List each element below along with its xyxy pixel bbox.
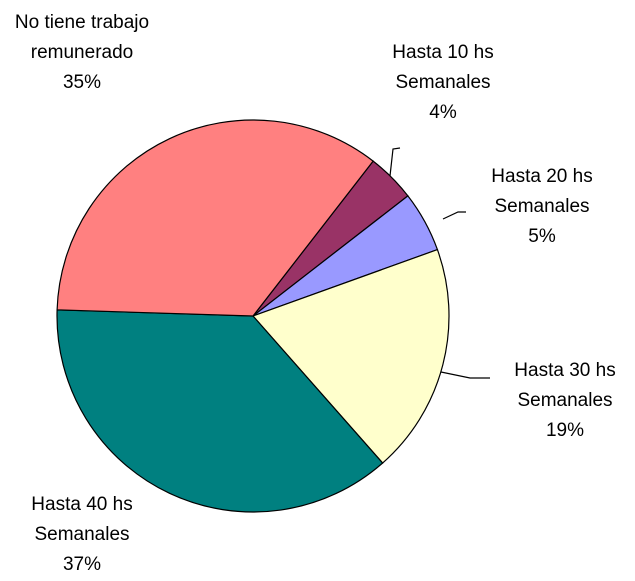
value-label: 37% <box>62 554 102 575</box>
slice-label: Hasta 20 hs Semanales 5% <box>467 162 617 252</box>
slice-label: Hasta 30 hs Semanales 19% <box>490 356 635 446</box>
slice-label: Hasta 10 hs Semanales 4% <box>368 38 518 128</box>
pie-slice <box>56 119 374 317</box>
leader-line <box>440 371 490 379</box>
category-label: Hasta 10 hs Semanales <box>392 42 494 93</box>
leader-line <box>389 147 401 177</box>
category-label: Hasta 40 hs Semanales <box>31 494 133 545</box>
pie-slice <box>56 309 384 513</box>
leader-line <box>442 211 466 220</box>
category-label: Hasta 20 hs Semanales <box>491 166 593 217</box>
value-label: 35% <box>62 72 102 93</box>
value-label: 19% <box>545 420 585 441</box>
category-label: No tiene trabajo remunerado <box>14 12 150 63</box>
slice-label: No tiene trabajo remunerado 35% <box>7 8 157 98</box>
slice-label: Hasta 40 hs Semanales 37% <box>7 490 157 580</box>
value-label: 4% <box>429 102 457 123</box>
pie-slice <box>251 248 450 464</box>
category-label: Hasta 30 hs Semanales <box>514 360 616 411</box>
value-label: 5% <box>528 226 556 247</box>
